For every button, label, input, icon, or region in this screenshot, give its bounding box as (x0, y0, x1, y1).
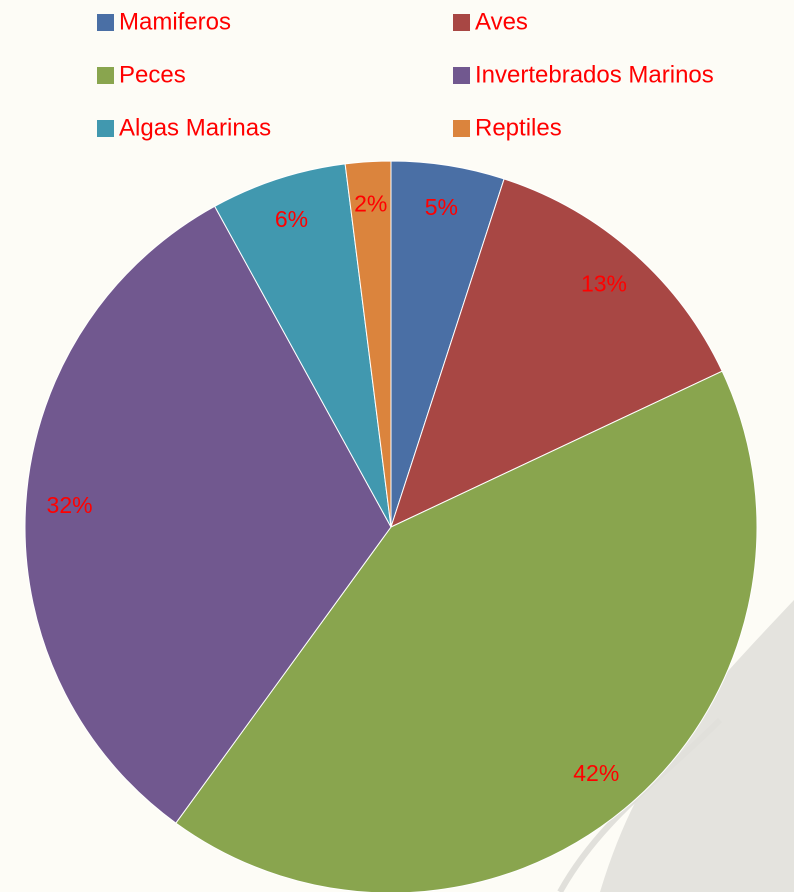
data-label: 2% (354, 191, 387, 217)
legend-swatch (97, 120, 114, 137)
page: {"chart_data": {"type": "pie", "categori… (0, 0, 794, 892)
legend-label: Aves (475, 8, 528, 35)
data-label: 42% (573, 760, 619, 786)
data-label: 5% (425, 194, 458, 220)
legend-label: Invertebrados Marinos (475, 61, 714, 88)
data-label: 13% (581, 270, 627, 296)
legend-label: Reptiles (475, 114, 562, 141)
legend-swatch (453, 14, 470, 31)
legend-label: Peces (119, 61, 186, 88)
data-label: 6% (275, 206, 308, 232)
legend-swatch (453, 67, 470, 84)
legend-swatch (97, 14, 114, 31)
chart: 5% 13% 42% 32% 6% 2% Mamiferos Aves Peces Inverte… (0, 0, 794, 892)
legend-label: Mamiferos (119, 8, 231, 35)
data-label: 32% (47, 492, 93, 518)
legend-swatch (97, 67, 114, 84)
legend-swatch (453, 120, 470, 137)
legend-label: Algas Marinas (119, 114, 271, 141)
